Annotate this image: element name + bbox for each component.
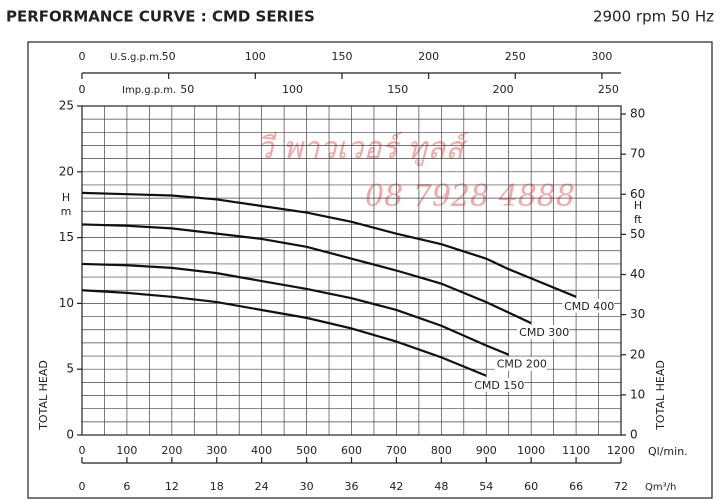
extra-axis-tick-label: 72 (614, 480, 628, 493)
y2-tick-label: 0 (630, 428, 638, 442)
plot-frame (81, 105, 622, 436)
extra-axis-tick-label: 150 (331, 50, 352, 63)
curve (81, 223, 532, 325)
extra-axis-tick-label: 200 (418, 50, 439, 63)
extra-axis-tick-label: 0 (79, 50, 86, 63)
y2-tick-label: 20 (630, 347, 645, 361)
frame (27, 41, 713, 499)
y2-tick-label: 60 (630, 187, 645, 201)
extra-axis-tick-label: 6 (123, 480, 130, 493)
x-tick-label: 1200 (607, 444, 635, 457)
extra-axis-tick-label: 54 (479, 480, 493, 493)
y2-unit: ft (634, 213, 643, 226)
legend-bg (562, 298, 615, 313)
extra-axis-tick-label: 12 (165, 480, 179, 493)
y2-tick-label: 30 (630, 307, 645, 321)
legend-label: CMD 150 (474, 379, 524, 392)
x-tick-label: 600 (341, 444, 362, 457)
y-unit: m (61, 205, 72, 218)
y-tick-label: 15 (59, 230, 74, 244)
extra-axis-tick-label: 24 (255, 480, 269, 493)
x-tick-label: 800 (431, 444, 452, 457)
extra-axis-tick-label: 30 (300, 480, 314, 493)
y-unit-symbol: H (62, 191, 70, 204)
legend-bg (494, 356, 547, 371)
extra-axis-tick-label: 36 (345, 480, 359, 493)
x-tick-label: 700 (386, 444, 407, 457)
y2-tick-label: 50 (630, 227, 645, 241)
curve (81, 289, 487, 377)
extra-axis-tick-label: 100 (282, 83, 303, 96)
watermark: วี พาวเวอร์ ทูลส์ (256, 131, 469, 166)
curve (81, 262, 510, 356)
curve (81, 191, 577, 298)
y2-tick-label: 70 (630, 147, 645, 161)
legend-label: CMD 400 (564, 300, 614, 313)
x-tick-label: 400 (251, 444, 272, 457)
legend-label: CMD 300 (519, 326, 569, 339)
extra-axis-tick-label: 250 (598, 83, 619, 96)
chart-subtitle: 2900 rpm 50 Hz (593, 8, 714, 26)
extra-axis-tick-label: 66 (569, 480, 583, 493)
chart-title: PERFORMANCE CURVE : CMD SERIES (6, 8, 315, 26)
extra-axis-tick-label: 18 (210, 480, 224, 493)
extra-axis-tick-label: 150 (387, 83, 408, 96)
x-tick-label: 1000 (517, 444, 545, 457)
extra-axis-tick-label: 200 (493, 83, 514, 96)
legend-label: CMD 200 (497, 358, 547, 371)
extra-axis-tick-label: 250 (505, 50, 526, 63)
extra-axis-tick-label: 42 (389, 480, 403, 493)
extra-axis-label: Imp.g.p.m. (122, 85, 176, 96)
extra-axis-tick-label: 0 (79, 83, 86, 96)
extra-axis-tick-label: 100 (245, 50, 266, 63)
x-tick-label: 200 (161, 444, 182, 457)
x-axis-label: Ql/min. (648, 445, 688, 458)
extra-axis-tick-label: 50 (180, 83, 194, 96)
y-tick-label: 10 (59, 296, 74, 310)
x-tick-label: 500 (296, 444, 317, 457)
extra-axis-label: Qm³/h (645, 482, 676, 493)
y2-tick-label: 40 (630, 267, 645, 281)
x-tick-label: 0 (79, 444, 86, 457)
y2-axis-label: TOTAL HEAD (654, 360, 667, 431)
legend-bg (472, 377, 525, 392)
extra-axis-label: U.S.g.p.m. (110, 52, 162, 63)
legend-bg (517, 325, 570, 340)
extra-axis-tick-label: 0 (79, 480, 86, 493)
y-tick-label: 20 (59, 164, 74, 178)
y-tick-label: 5 (66, 362, 74, 376)
y2-tick-label: 10 (630, 387, 645, 401)
extra-axis-tick-label: 48 (434, 480, 448, 493)
x-tick-label: 100 (116, 444, 137, 457)
y2-unit-symbol: H (634, 199, 642, 212)
x-tick-label: 1100 (562, 444, 590, 457)
y-tick-label: 0 (66, 428, 74, 442)
extra-axis-tick-label: 60 (524, 480, 538, 493)
y-axis-label: TOTAL HEAD (37, 360, 50, 431)
x-tick-label: 300 (206, 444, 227, 457)
y-tick-label: 25 (59, 99, 74, 113)
y2-tick-label: 80 (630, 107, 645, 121)
extra-axis-tick-label: 50 (162, 50, 176, 63)
x-tick-label: 900 (476, 444, 497, 457)
extra-axis-tick-label: 300 (591, 50, 612, 63)
